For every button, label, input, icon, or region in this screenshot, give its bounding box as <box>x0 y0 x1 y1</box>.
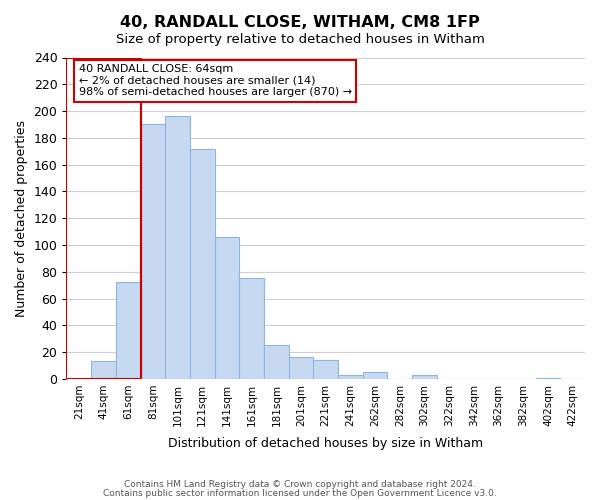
Bar <box>536 378 560 379</box>
Bar <box>264 346 289 379</box>
Bar <box>215 237 239 379</box>
Bar <box>116 282 140 379</box>
Bar <box>412 375 437 379</box>
Text: 40, RANDALL CLOSE, WITHAM, CM8 1FP: 40, RANDALL CLOSE, WITHAM, CM8 1FP <box>120 15 480 30</box>
Bar <box>289 358 313 379</box>
Bar <box>363 372 388 379</box>
Bar <box>239 278 264 379</box>
Text: 40 RANDALL CLOSE: 64sqm
← 2% of detached houses are smaller (14)
98% of semi-det: 40 RANDALL CLOSE: 64sqm ← 2% of detached… <box>79 64 352 98</box>
Bar <box>91 362 116 379</box>
Text: Contains HM Land Registry data © Crown copyright and database right 2024.: Contains HM Land Registry data © Crown c… <box>124 480 476 489</box>
Bar <box>313 360 338 379</box>
Y-axis label: Number of detached properties: Number of detached properties <box>15 120 28 316</box>
Text: Contains public sector information licensed under the Open Government Licence v3: Contains public sector information licen… <box>103 489 497 498</box>
Bar <box>190 148 215 379</box>
Text: Size of property relative to detached houses in Witham: Size of property relative to detached ho… <box>116 32 484 46</box>
X-axis label: Distribution of detached houses by size in Witham: Distribution of detached houses by size … <box>168 437 483 450</box>
Bar <box>140 124 165 379</box>
Bar <box>338 375 363 379</box>
Bar <box>165 116 190 379</box>
